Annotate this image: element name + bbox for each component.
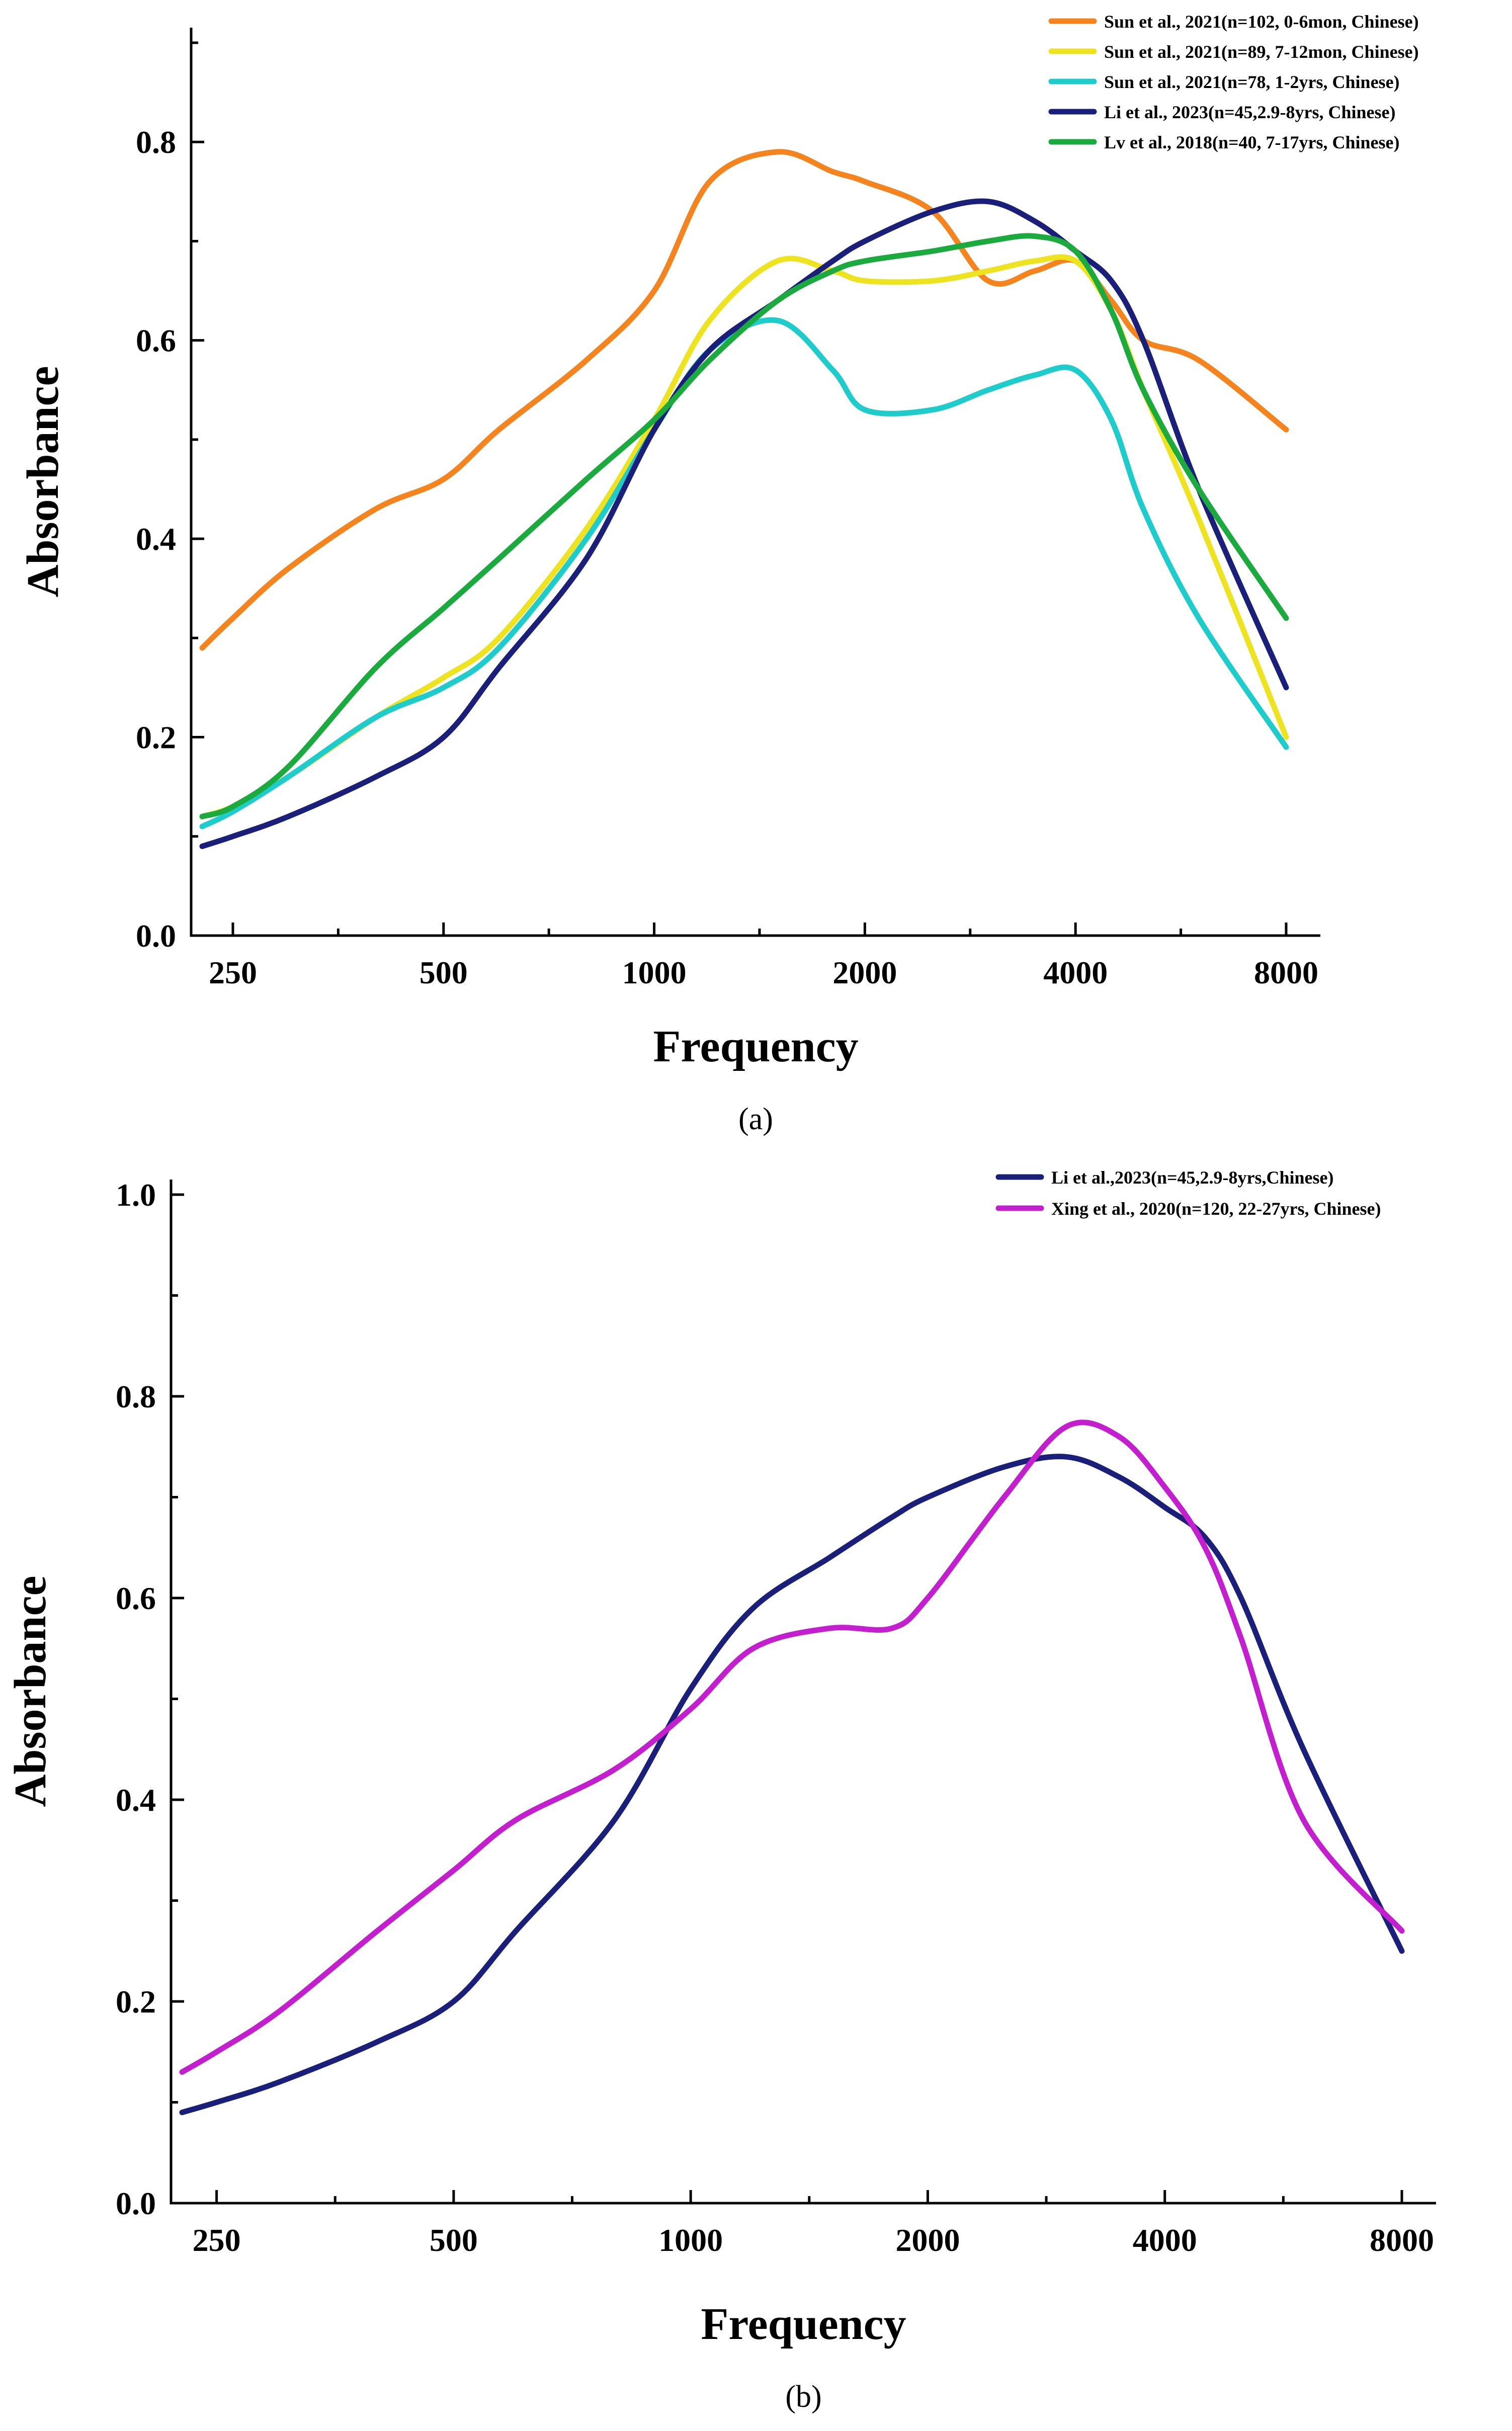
y-tick-label-b: 0.0 — [116, 2186, 156, 2221]
x-tick-label-b: 500 — [430, 2222, 478, 2258]
x-tick-label-a: 2000 — [832, 955, 897, 990]
panel-label-a: (a) — [738, 1102, 773, 1136]
y-tick-label-b: 0.2 — [116, 1984, 156, 2020]
x-axis-title-a: Frequency — [653, 1022, 858, 1071]
series-line-a-2 — [199, 317, 1289, 829]
x-axis-title-b: Frequency — [701, 2299, 906, 2349]
panel-a: 0.0 0.2 0.4 0.6 0.8 250 500 1000 2000 4000 8000 Fr… — [18, 12, 1419, 1136]
legend-label-b-1: Xing et al., 2020(n=120, 22-27yrs, Chine… — [1051, 1199, 1381, 1219]
y-tick-label-b: 0.6 — [116, 1580, 156, 1616]
legend-label-a-0: Sun et al., 2021(n=102, 0-6mon, Chinese) — [1104, 12, 1419, 32]
panel-label-b: (b) — [785, 2380, 821, 2414]
series-line-b-0 — [179, 1454, 1405, 2116]
legend-label-b-0: Li et al.,2023(n=45,2.9-8yrs,Chinese) — [1051, 1167, 1333, 1188]
series-line-a-0 — [199, 149, 1289, 651]
y-axis-title-a: Absorbance — [18, 366, 68, 597]
series-line-a-4 — [199, 233, 1289, 819]
legend-label-a-4: Lv et al., 2018(n=40, 7-17yrs, Chinese) — [1104, 132, 1399, 152]
y-tick-label-a: 0.0 — [136, 918, 176, 954]
x-tick-label-b: 1000 — [658, 2222, 723, 2258]
x-tick-label-b: 250 — [193, 2222, 241, 2258]
x-tick-label-a: 4000 — [1043, 955, 1108, 990]
panel-b: 0.0 0.2 0.4 0.6 0.8 1.0 250 500 1000 2000 4000 8000… — [6, 1167, 1436, 2414]
legend-label-a-3: Li et al., 2023(n=45,2.9-8yrs, Chinese) — [1104, 102, 1395, 122]
legend-label-a-2: Sun et al., 2021(n=78, 1-2yrs, Chinese) — [1104, 72, 1400, 92]
y-tick-label-b: 0.4 — [116, 1782, 156, 1818]
x-tick-label-b: 8000 — [1370, 2222, 1434, 2258]
x-tick-label-a: 1000 — [622, 955, 687, 990]
y-tick-label-a: 0.2 — [136, 720, 176, 756]
series-line-b-1 — [179, 1419, 1405, 2075]
y-tick-label-b: 0.8 — [116, 1379, 156, 1414]
x-tick-label-b: 4000 — [1133, 2222, 1197, 2258]
y-tick-label-b: 1.0 — [116, 1177, 156, 1213]
legend-b: Li et al.,2023(n=45,2.9-8yrs,Chinese) Xin… — [995, 1167, 1381, 1219]
x-tick-label-a: 500 — [419, 955, 468, 990]
x-tick-label-a: 250 — [209, 955, 257, 990]
x-tick-label-b: 2000 — [895, 2222, 960, 2258]
y-tick-label-a: 0.6 — [136, 323, 176, 359]
legend-a: Sun et al., 2021(n=102, 0-6mon, Chinese)… — [1048, 12, 1419, 152]
legend-label-a-1: Sun et al., 2021(n=89, 7-12mon, Chinese) — [1104, 42, 1419, 62]
y-axis-title-b: Absorbance — [6, 1575, 55, 1807]
y-tick-label-a: 0.4 — [136, 521, 176, 557]
x-tick-label-a: 8000 — [1254, 955, 1318, 990]
y-tick-label-a: 0.8 — [136, 124, 176, 160]
